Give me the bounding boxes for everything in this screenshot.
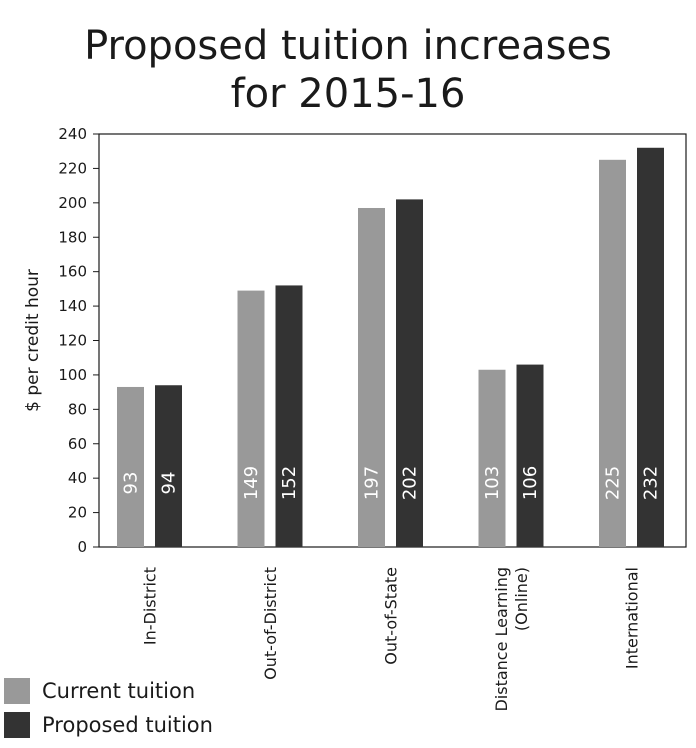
bar-value-label: 94 (159, 472, 180, 495)
y-tick-label: 160 (58, 263, 87, 281)
legend-item-current: Current tuition (4, 676, 213, 706)
bar-value-label: 152 (279, 466, 300, 500)
bar-current (358, 207, 385, 547)
chart-title-line-2: for 2015-16 (230, 71, 466, 117)
chart-title: Proposed tuition increases for 2015-16 (0, 22, 696, 118)
bar-value-label: 103 (482, 466, 503, 500)
y-tick-label: 80 (68, 400, 87, 418)
bar-current (478, 369, 506, 547)
x-category-label: Out-of-District (261, 567, 280, 680)
y-tick-label: 220 (58, 159, 87, 177)
bar-value-label: 225 (603, 466, 624, 500)
y-tick-label: 20 (68, 504, 87, 522)
bar-proposed (275, 285, 303, 547)
y-tick-label: 100 (58, 366, 87, 384)
bar-value-label: 232 (641, 466, 662, 500)
bar-proposed (155, 385, 182, 547)
chart-title-line-1: Proposed tuition increases (84, 23, 612, 69)
legend-item-proposed: Proposed tuition (4, 710, 213, 740)
bar-value-label: 93 (121, 472, 142, 495)
legend-label-proposed: Proposed tuition (42, 713, 213, 737)
plot-frame (98, 133, 687, 548)
y-tick-label: 140 (58, 297, 87, 315)
y-tick-label: 60 (68, 435, 87, 453)
bar-current (599, 159, 626, 547)
bar-proposed (637, 147, 664, 547)
legend-label-current: Current tuition (42, 679, 196, 703)
bar-value-label: 149 (241, 466, 262, 500)
y-tick-label: 0 (77, 538, 87, 556)
x-category-label: International (623, 567, 642, 669)
y-tick-label: 40 (68, 469, 87, 487)
x-category-label: Out-of-State (382, 567, 401, 665)
legend-swatch-proposed (4, 712, 30, 738)
y-tick-label: 240 (58, 125, 87, 143)
y-tick-label: 180 (58, 228, 87, 246)
legend-swatch-current (4, 678, 30, 704)
bar-value-label: 197 (362, 466, 383, 500)
bar-value-label: 202 (400, 466, 421, 500)
bar-value-label: 106 (520, 466, 541, 500)
bar-proposed (516, 364, 544, 547)
x-category-label: Distance Learning (492, 567, 511, 712)
y-tick-label: 120 (58, 332, 87, 350)
x-category-label: In-District (141, 567, 160, 645)
x-category-label: (Online) (512, 567, 531, 631)
y-tick-label: 200 (58, 194, 87, 212)
y-axis-label: $ per credit hour (23, 269, 43, 412)
bar-proposed (396, 199, 423, 547)
bar-current (117, 386, 144, 547)
legend: Current tuition Proposed tuition (4, 676, 213, 744)
bar-current (237, 290, 265, 547)
